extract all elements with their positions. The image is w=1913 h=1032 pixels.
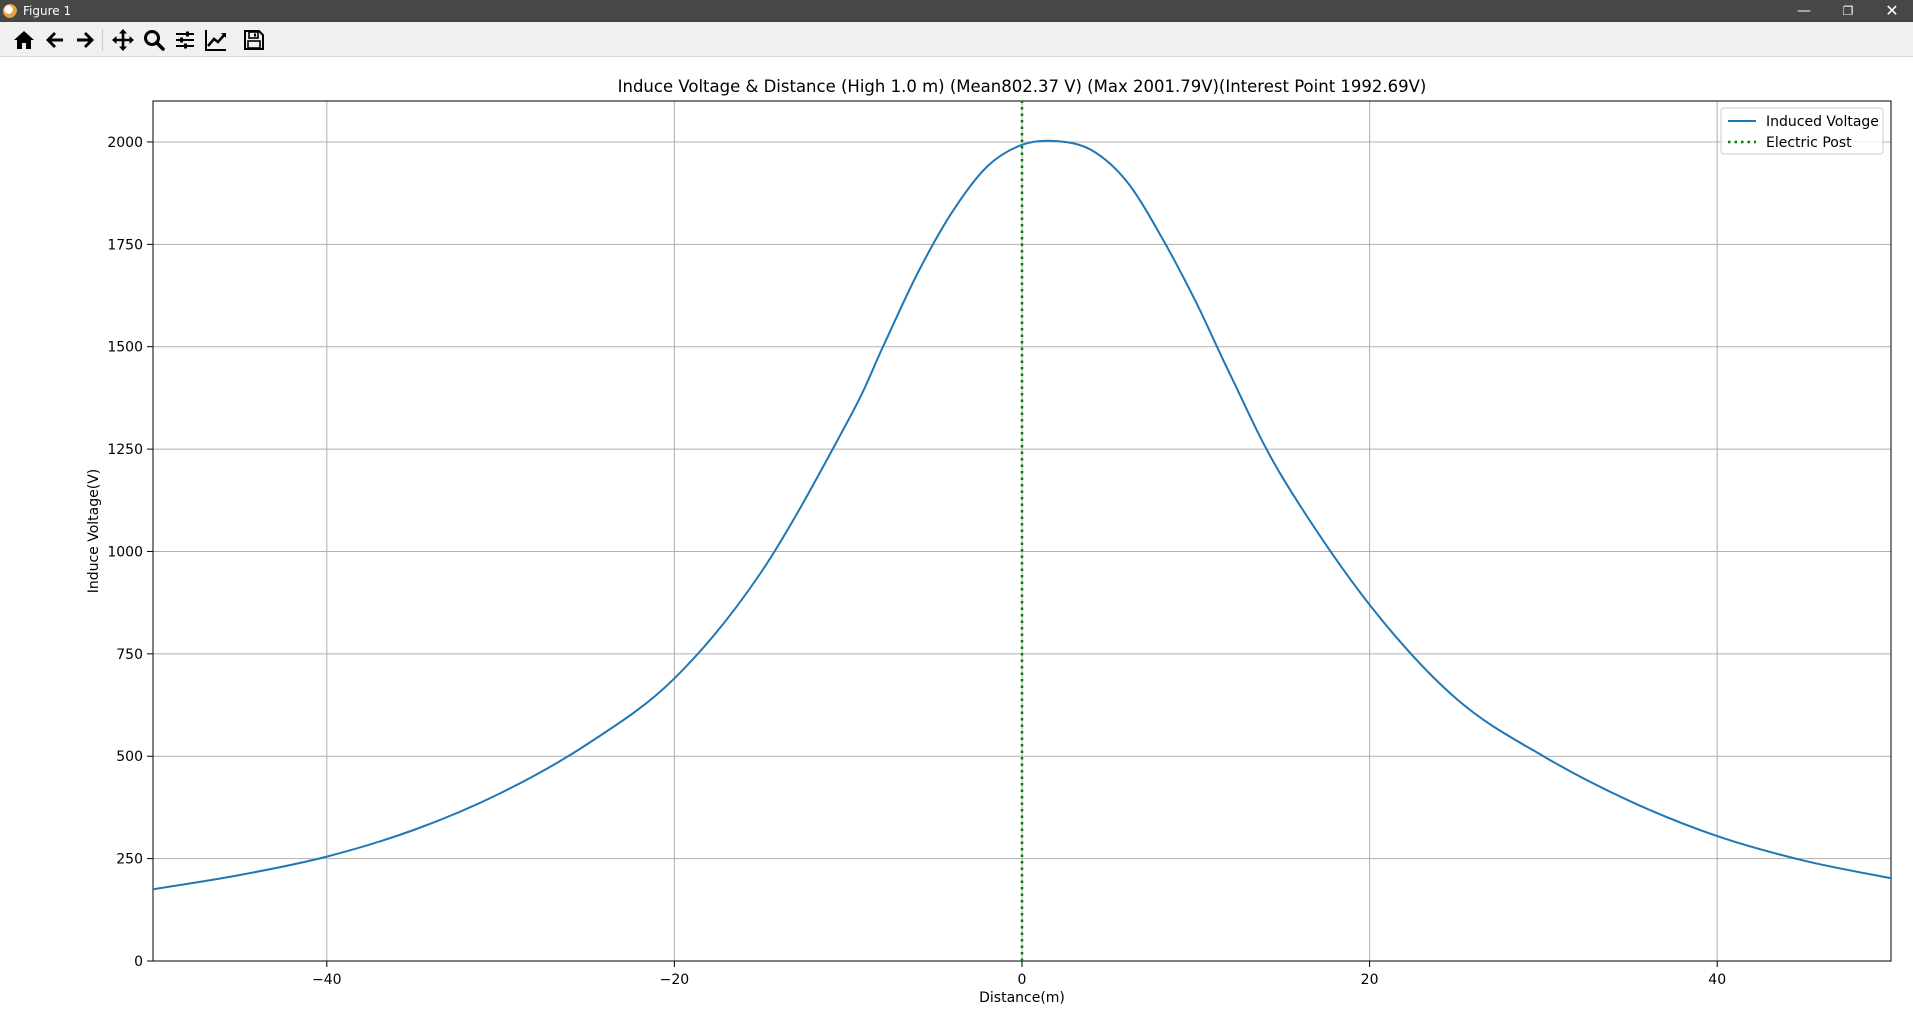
minimize-icon: — bbox=[1797, 3, 1811, 19]
minimize-button[interactable]: — bbox=[1782, 0, 1826, 22]
x-tick-label: −40 bbox=[312, 972, 342, 988]
legend-box bbox=[1720, 107, 1884, 155]
x-tick-label: 0 bbox=[1018, 972, 1027, 988]
x-axis-label: Distance(m) bbox=[979, 990, 1065, 1006]
x-tick-label: 20 bbox=[1361, 972, 1379, 988]
toolbar-separator bbox=[102, 29, 103, 51]
pan-button[interactable] bbox=[110, 27, 136, 53]
back-arrow-icon bbox=[46, 32, 63, 48]
forward-arrow-icon bbox=[77, 32, 94, 48]
navigation-toolbar bbox=[0, 22, 1913, 57]
edit-axis-icon bbox=[205, 30, 226, 51]
close-icon: ✕ bbox=[1885, 1, 1899, 20]
induced-voltage-line bbox=[152, 139, 1892, 891]
ticks-layer: −40 −20 0 20 40 0 250 500 750 1000 1250 1500 1750 200… bbox=[107, 135, 1726, 988]
y-tick-label: 500 bbox=[116, 749, 143, 765]
y-axis-label: Induce Voltage(V) bbox=[86, 469, 102, 594]
legend-label-electric-post: Electric Post bbox=[1766, 135, 1852, 151]
configure-subplots-button[interactable] bbox=[172, 27, 198, 53]
chart-canvas: −40 −20 0 20 40 0 250 500 750 1000 1250 1500 1750 200… bbox=[86, 77, 1892, 1006]
x-tick-label: −20 bbox=[660, 972, 690, 988]
x-tick-label: 40 bbox=[1708, 972, 1726, 988]
restore-icon: ❐ bbox=[1842, 4, 1854, 18]
chart-title: Induce Voltage & Distance (High 1.0 m) (… bbox=[618, 77, 1427, 96]
legend-label-induced-voltage: Induced Voltage bbox=[1766, 114, 1879, 130]
y-tick-label: 1000 bbox=[107, 544, 143, 560]
window-title-bar: Figure 1 — ❐ ✕ bbox=[0, 0, 1913, 22]
zoom-icon bbox=[144, 30, 165, 51]
configure-subplots-icon bbox=[176, 31, 194, 49]
forward-button[interactable] bbox=[72, 27, 98, 53]
y-tick-label: 2000 bbox=[107, 135, 143, 151]
save-button[interactable] bbox=[241, 27, 267, 53]
save-icon bbox=[244, 30, 264, 50]
series-layer bbox=[152, 101, 1892, 961]
home-icon bbox=[14, 31, 34, 49]
app-icon bbox=[3, 4, 17, 18]
y-tick-label: 0 bbox=[134, 954, 143, 970]
back-button[interactable] bbox=[42, 27, 68, 53]
y-tick-label: 1750 bbox=[107, 237, 143, 253]
window-title: Figure 1 bbox=[23, 4, 72, 18]
home-button[interactable] bbox=[11, 27, 37, 53]
close-button[interactable]: ✕ bbox=[1870, 0, 1913, 22]
edit-axis-button[interactable] bbox=[203, 27, 229, 53]
y-tick-label: 750 bbox=[116, 647, 143, 663]
restore-button[interactable]: ❐ bbox=[1826, 0, 1870, 22]
zoom-button[interactable] bbox=[141, 27, 167, 53]
y-tick-label: 1500 bbox=[107, 340, 143, 356]
y-tick-label: 250 bbox=[116, 852, 143, 868]
legend: Induced Voltage Electric Post bbox=[1720, 107, 1884, 155]
pan-icon bbox=[112, 29, 134, 51]
y-tick-label: 1250 bbox=[107, 442, 143, 458]
